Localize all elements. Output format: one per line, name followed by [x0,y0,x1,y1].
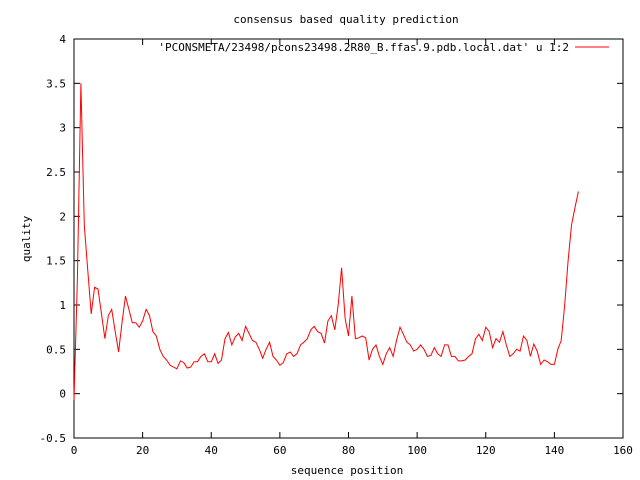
y-axis-label: quality [20,215,33,262]
plot-border [73,38,624,439]
y-tick-label: 2 [59,210,66,223]
legend-label: 'PCONSMETA/23498/pcons23498.2R80_B.ffas.… [158,41,569,54]
legend: 'PCONSMETA/23498/pcons23498.2R80_B.ffas.… [158,41,609,54]
y-tick-label: 4 [59,33,66,46]
y-tick-label: 3.5 [46,77,66,90]
x-tick-label: 40 [205,444,218,457]
axis-ticks: -0.500.511.522.533.540 20 40 60 80 100 120 140 1… [40,33,633,457]
y-tick-label: 1 [59,299,66,312]
y-tick-label: 3 [59,122,66,135]
x-tick-label: 20 [136,444,149,457]
y-tick-label: 0.5 [46,343,66,356]
x-tick-label: 100 [407,444,427,457]
x-tick-label: 140 [544,444,564,457]
x-tick-label: 160 [613,444,633,457]
chart-title: consensus based quality prediction [233,13,458,26]
x-tick-label: 60 [273,444,286,457]
x-tick-label: 120 [476,444,496,457]
x-tick-label: 80 [342,444,355,457]
x-tick-label: 0 [71,444,78,457]
y-tick-label: -0.5 [40,432,67,445]
series-line [73,83,579,400]
x-axis-label: sequence position [291,464,404,477]
y-tick-label: 1.5 [46,255,66,268]
y-tick-label: 0 [59,388,66,401]
y-tick-label: 2.5 [46,166,66,179]
